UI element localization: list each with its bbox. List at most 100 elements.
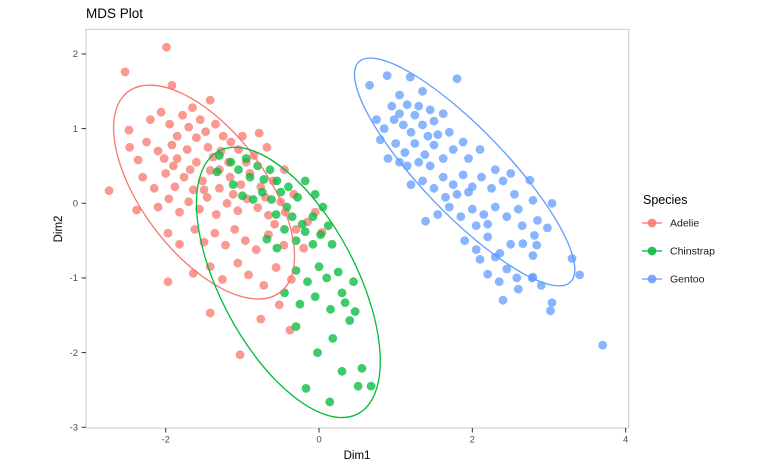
data-point-chinstrap [300, 176, 310, 186]
data-point-chinstrap [265, 165, 275, 175]
data-point-chinstrap [310, 292, 320, 301]
data-point-adelie [198, 176, 207, 186]
data-point-adelie [211, 210, 221, 219]
data-point-adelie [199, 185, 209, 195]
data-point-adelie [299, 243, 309, 253]
data-point-adelie [218, 275, 227, 284]
data-point-adelie [210, 228, 220, 238]
data-point-chinstrap [323, 221, 333, 231]
data-point-gentoo [383, 154, 393, 163]
data-point-chinstrap [280, 225, 289, 234]
data-point-adelie [230, 225, 240, 234]
data-point-gentoo [547, 298, 557, 307]
data-point-gentoo [441, 192, 450, 202]
data-point-adelie [262, 142, 272, 152]
data-point-gentoo [512, 273, 522, 283]
data-point-chinstrap [295, 299, 305, 309]
plot-panel [85, 28, 630, 429]
data-point-gentoo [429, 116, 439, 126]
data-point-gentoo [477, 172, 486, 182]
data-point-adelie [202, 192, 212, 202]
data-point-adelie [264, 210, 273, 220]
data-point-chinstrap [276, 187, 286, 197]
data-point-chinstrap [271, 210, 281, 219]
data-point-adelie [175, 207, 184, 217]
data-point-adelie [291, 225, 301, 234]
x-tick-label: 0 [316, 435, 321, 446]
legend-item-chinstrap: Chinstrap [642, 246, 715, 258]
confidence-ellipse-chinstrap [159, 121, 418, 445]
data-point-adelie [153, 146, 163, 156]
data-point-gentoo [406, 180, 416, 190]
data-point-gentoo [518, 239, 528, 249]
data-point-adelie [188, 269, 198, 278]
x-tick-label: 2 [470, 435, 475, 446]
data-point-gentoo [483, 269, 493, 279]
data-point-gentoo [382, 71, 392, 80]
data-point-adelie [133, 155, 143, 165]
data-point-gentoo [433, 210, 443, 219]
data-point-gentoo [467, 204, 477, 214]
data-point-adelie [254, 128, 264, 138]
data-point-gentoo [448, 180, 458, 190]
legend-item-gentoo: Gentoo [642, 274, 705, 286]
data-point-gentoo [525, 175, 535, 185]
data-point-adelie [125, 142, 135, 152]
legend: Species Adelie Chinstrap Gentoo [642, 193, 715, 286]
data-point-chinstrap [308, 212, 318, 222]
data-point-adelie [146, 115, 155, 124]
legend-label-adelie: Adelie [670, 218, 699, 230]
scatter-points-layer [104, 42, 607, 407]
data-point-gentoo [418, 176, 427, 186]
data-point-adelie [271, 263, 281, 272]
data-point-chinstrap [337, 366, 347, 376]
data-point-gentoo [429, 183, 439, 193]
data-point-adelie [138, 172, 148, 182]
data-point-gentoo [395, 109, 404, 119]
legend-label-gentoo: Gentoo [670, 274, 705, 286]
data-point-adelie [256, 314, 266, 324]
data-point-gentoo [546, 306, 555, 316]
data-point-gentoo [448, 145, 458, 154]
data-point-chinstrap [345, 316, 355, 325]
data-point-gentoo [421, 216, 430, 226]
data-point-gentoo [498, 295, 508, 305]
data-point-chinstrap [293, 192, 302, 202]
data-point-chinstrap [228, 180, 238, 190]
data-point-gentoo [444, 202, 454, 212]
data-point-gentoo [483, 219, 493, 229]
data-point-gentoo [372, 115, 381, 124]
data-point-adelie [205, 166, 215, 175]
data-point-adelie [215, 183, 224, 193]
data-point-adelie [221, 240, 230, 250]
data-point-gentoo [405, 72, 415, 82]
data-point-gentoo [458, 170, 468, 180]
data-point-gentoo [402, 100, 412, 110]
data-point-adelie [164, 194, 174, 204]
data-point-chinstrap [226, 157, 236, 167]
data-point-adelie [167, 80, 177, 90]
data-point-adelie [104, 186, 114, 196]
data-point-chinstrap [297, 219, 307, 229]
data-point-gentoo [414, 101, 424, 111]
data-point-gentoo [438, 154, 448, 163]
data-point-chinstrap [337, 288, 347, 298]
data-point-gentoo [487, 183, 496, 193]
data-point-gentoo [475, 145, 485, 154]
data-point-adelie [188, 103, 197, 113]
data-point-gentoo [471, 221, 481, 231]
data-point-adelie [253, 203, 263, 213]
data-point-chinstrap [308, 239, 318, 249]
data-point-adelie [211, 119, 220, 129]
data-point-chinstrap [322, 273, 332, 283]
data-point-chinstrap [272, 243, 282, 253]
data-point-gentoo [533, 216, 542, 225]
data-point-gentoo [494, 277, 504, 287]
data-point-gentoo [513, 284, 523, 294]
data-point-chinstrap [234, 165, 243, 175]
data-point-gentoo [444, 127, 454, 137]
data-point-adelie [270, 219, 279, 229]
data-point-chinstrap [333, 267, 343, 277]
data-point-adelie [179, 172, 189, 182]
data-point-adelie [228, 189, 238, 199]
